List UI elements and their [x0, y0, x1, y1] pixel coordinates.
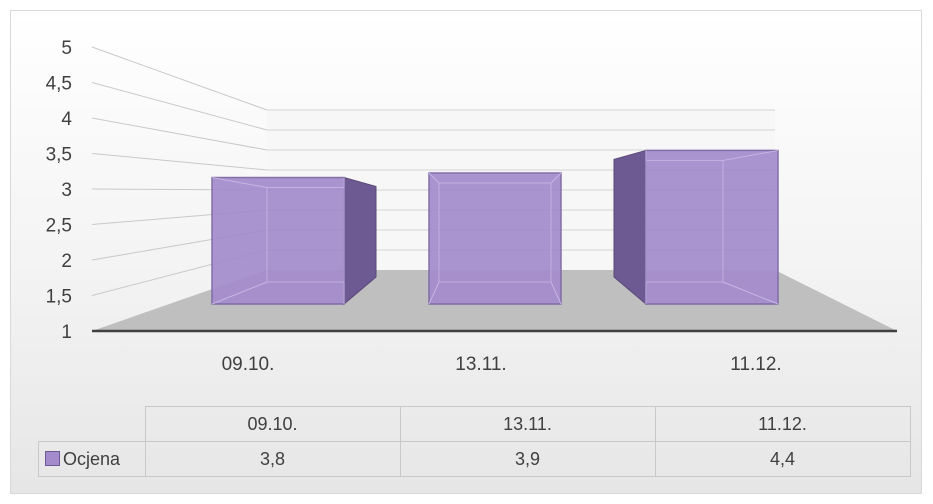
- y-tick-label: 2: [61, 251, 72, 272]
- side-gridline: [91, 82, 268, 131]
- bar-inner-edge: [645, 159, 724, 283]
- bar: [428, 172, 562, 305]
- x-category-label: 11.12.: [730, 354, 781, 375]
- bar-front-face: [211, 176, 345, 305]
- side-gridline: [91, 153, 268, 171]
- data-table-corner: [38, 406, 146, 442]
- x-category-label: 13.11.: [455, 354, 506, 375]
- y-tick-label: 1,5: [46, 287, 72, 308]
- bar-edge: [211, 177, 268, 189]
- x-category-label: 09.10.: [222, 354, 275, 375]
- data-table: 09.10. 13.11. 11.12. Ocjena 3,8 3,9 4,4: [38, 406, 911, 477]
- bar-edge: [428, 281, 440, 305]
- legend-entry: Ocjena: [38, 441, 146, 477]
- data-table-header-row: 09.10. 13.11. 11.12.: [38, 406, 911, 442]
- y-tick-label: 3,5: [46, 145, 72, 166]
- y-tick-label: 5: [61, 38, 72, 59]
- y-tick-label: 3: [61, 180, 72, 201]
- bar-side-face: [613, 149, 647, 306]
- bar-edge: [550, 172, 562, 184]
- bar-edge: [550, 281, 562, 305]
- bar-inner-edge: [438, 182, 552, 283]
- data-table-value-cell: 4,4: [654, 441, 911, 477]
- y-tick-label: 4: [61, 109, 72, 130]
- legend-label: Ocjena: [63, 448, 121, 469]
- bar-inner-edge: [266, 187, 345, 283]
- bar: [211, 176, 377, 306]
- bar-front-face: [428, 172, 562, 305]
- data-table-row: Ocjena 3,8 3,9 4,4: [38, 441, 911, 477]
- legend-key: [45, 450, 60, 466]
- bar-edge: [211, 281, 268, 305]
- data-table-value-cell: 3,8: [144, 441, 401, 477]
- data-table-value-cell: 3,9: [399, 441, 656, 477]
- bar: [613, 149, 779, 306]
- bar-front-face: [645, 149, 779, 305]
- bar-edge: [722, 149, 779, 161]
- side-gridline: [91, 46, 268, 111]
- data-table-header-cell: 13.11.: [399, 406, 656, 442]
- side-gridline: [91, 117, 268, 151]
- y-tick-label: 1: [61, 322, 72, 343]
- y-tick-label: 2,5: [46, 216, 72, 237]
- data-table-header-cell: 11.12.: [654, 406, 911, 442]
- data-table-header-cell: 09.10.: [144, 406, 401, 442]
- y-tick-label: 4,5: [46, 74, 72, 95]
- bar-edge: [428, 172, 440, 184]
- bar-edge: [722, 281, 779, 305]
